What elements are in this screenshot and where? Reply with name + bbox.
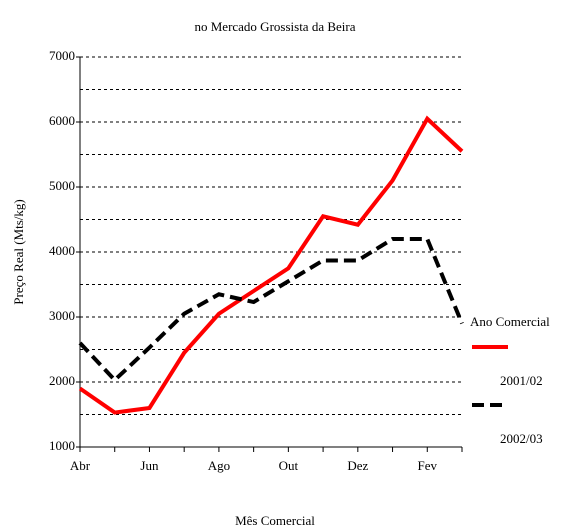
chart-title: no Mercado Grossista da Beira — [194, 19, 355, 34]
y-tick-label: 6000 — [49, 113, 75, 128]
y-tick-label: 4000 — [49, 243, 75, 258]
legend-label: 2001/02 — [500, 373, 543, 388]
y-tick-label: 3000 — [49, 308, 75, 323]
y-tick-label: 7000 — [49, 48, 75, 63]
legend-title: Ano Comercial — [470, 314, 550, 329]
x-tick-label: Jun — [140, 458, 159, 473]
x-tick-label: Abr — [70, 458, 91, 473]
y-tick-label: 2000 — [49, 373, 75, 388]
x-tick-label: Ago — [208, 458, 230, 473]
x-axis-label: Mês Comercial — [235, 513, 315, 528]
y-tick-label: 1000 — [49, 438, 75, 453]
line-series — [78, 237, 464, 383]
x-tick-label: Dez — [347, 458, 368, 473]
y-axis-label: Preço Real (Mts/kg) — [11, 199, 26, 304]
x-tick-label: Fev — [418, 458, 438, 473]
y-tick-label: 5000 — [49, 178, 75, 193]
legend-label: 2002/03 — [500, 431, 543, 446]
line-series — [78, 115, 464, 415]
x-tick-label: Out — [279, 458, 299, 473]
